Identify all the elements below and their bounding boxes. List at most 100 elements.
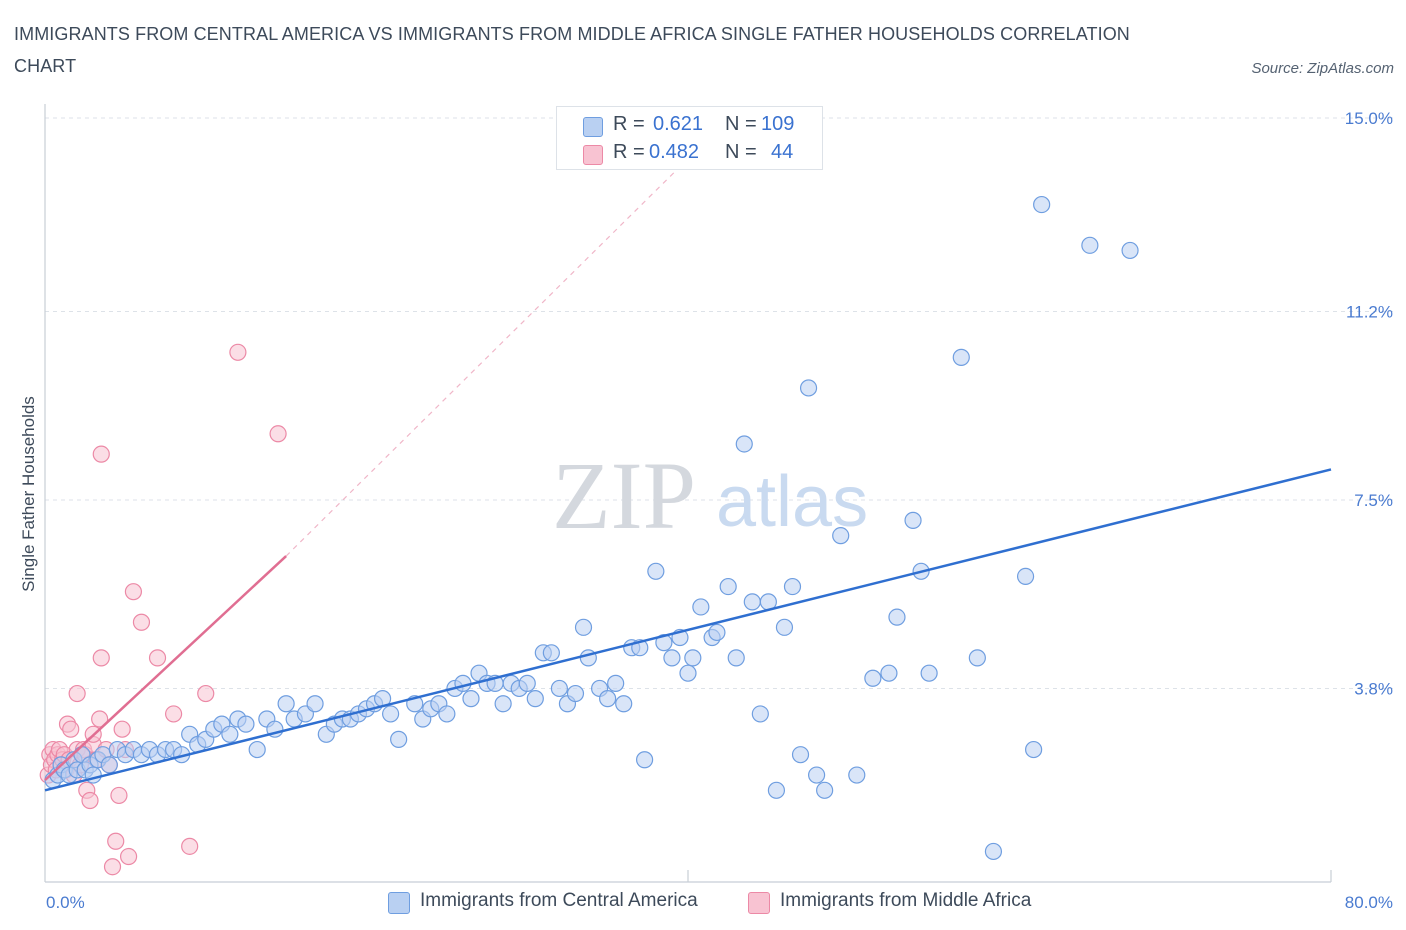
middle-africa-point <box>119 847 138 866</box>
central-america-point <box>807 766 826 784</box>
legend-r-label: R = <box>613 113 645 135</box>
middle-africa-point <box>165 705 183 723</box>
central-america-point <box>880 664 898 682</box>
central-america-point <box>952 348 970 366</box>
tick-labels: 3.8% 7.5% 11.2% 15.0% 0.0% 80.0% <box>46 109 1393 912</box>
middle-africa-point <box>113 720 131 738</box>
central-america-point <box>767 781 786 799</box>
trend-lines <box>44 158 1332 792</box>
legend-n-label: N = <box>725 141 757 163</box>
middle-africa-point <box>197 684 215 703</box>
central-america-point <box>904 511 922 529</box>
x-tick-label: 0.0% <box>46 893 85 912</box>
middle-africa-point <box>103 858 122 876</box>
legend-swatch-blue <box>583 117 603 137</box>
middle-africa-point <box>148 649 167 667</box>
legend-swatch-pink <box>583 145 603 165</box>
middle-africa-point <box>92 649 110 667</box>
central-america-point <box>864 669 882 687</box>
central-america-point <box>574 618 593 636</box>
central-america-point <box>1016 567 1035 586</box>
central-america-point <box>647 562 665 580</box>
central-america-point <box>920 664 938 682</box>
legend-r-value: 0.621 <box>653 113 704 135</box>
central-america-point <box>1121 241 1139 260</box>
legend-n-value: 109 <box>761 113 795 135</box>
y-tick-label: 7.5% <box>1354 491 1393 510</box>
middle-africa-point <box>107 832 125 850</box>
legend-n-value: 44 <box>771 141 794 163</box>
central-america-point <box>100 756 118 774</box>
middle-africa-point <box>92 445 110 463</box>
middle-africa-point <box>269 425 287 443</box>
legend-label-middle-africa: Immigrants from Middle Africa <box>780 890 1032 911</box>
central-america-point <box>607 674 625 692</box>
middle-africa-point <box>81 791 99 810</box>
middle-africa-point <box>229 343 247 361</box>
central-america-point <box>550 679 569 698</box>
central-america-point <box>751 705 769 723</box>
central-america-point <box>518 674 536 692</box>
central-america-point <box>1033 195 1051 214</box>
legend-swatch-blue <box>388 892 410 914</box>
y-tick-label: 3.8% <box>1354 679 1393 698</box>
middle-africa-trendline-extension <box>285 158 689 557</box>
middle-africa-point <box>110 786 128 805</box>
central-america-trendline <box>44 468 1332 792</box>
central-america-point <box>635 751 654 769</box>
correlation-legend: R = 0.621 N = 109 R = 0.482 N = 44 <box>556 106 823 170</box>
legend-r-label: R = <box>613 141 645 163</box>
central-america-point <box>306 695 324 713</box>
source-label: Source: ZipAtlas.com <box>1251 60 1394 77</box>
central-america-point <box>542 644 560 662</box>
central-america-point <box>679 664 697 682</box>
central-america-point <box>277 695 295 713</box>
central-america-point <box>888 608 906 626</box>
middle-africa-trendline <box>44 555 287 782</box>
middle-africa-point <box>68 684 86 703</box>
central-america-point <box>692 598 710 616</box>
central-america-point <box>221 725 239 743</box>
central-america-point <box>816 781 834 799</box>
y-tick-label: 15.0% <box>1345 109 1393 128</box>
central-america-point <box>248 740 266 759</box>
central-america-point <box>984 842 1003 861</box>
central-america-point <box>494 695 512 713</box>
central-america-point <box>735 435 753 453</box>
central-america-point <box>791 746 810 764</box>
x-tick-label: 80.0% <box>1345 893 1393 912</box>
central-america-point <box>615 695 633 713</box>
central-america-point <box>599 690 617 708</box>
watermark: ZIP atlas <box>552 442 868 549</box>
chart-title: IMMIGRANTS FROM CENTRAL AMERICA VS IMMIG… <box>14 24 1130 76</box>
central-america-point <box>663 649 681 667</box>
central-america-point <box>462 690 480 708</box>
middle-africa-point <box>132 613 151 631</box>
central-america-point <box>237 715 255 733</box>
central-america-point <box>775 618 794 636</box>
y-axis-title: Single Father Households <box>19 396 38 592</box>
central-america-point <box>390 730 408 748</box>
central-america-points <box>44 195 1139 861</box>
legend-n-label: N = <box>725 113 757 135</box>
middle-africa-point <box>181 837 199 855</box>
central-america-point <box>968 649 986 667</box>
central-america-point <box>848 766 866 784</box>
central-america-point <box>684 649 702 667</box>
middle-africa-point <box>91 710 109 728</box>
legend-r-value: 0.482 <box>649 141 700 163</box>
legend-swatch-pink <box>748 892 770 914</box>
central-america-point <box>382 705 400 723</box>
central-america-point <box>708 623 726 642</box>
grid-lines <box>45 117 1394 689</box>
legend-label-central-america: Immigrants from Central America <box>420 890 698 911</box>
middle-africa-points <box>39 343 287 876</box>
central-america-point <box>1081 236 1099 254</box>
middle-africa-point <box>124 583 143 601</box>
central-america-point <box>438 705 456 723</box>
central-america-point <box>566 684 585 703</box>
central-america-point <box>743 593 761 611</box>
central-america-point <box>526 690 544 708</box>
central-america-point <box>799 379 818 397</box>
